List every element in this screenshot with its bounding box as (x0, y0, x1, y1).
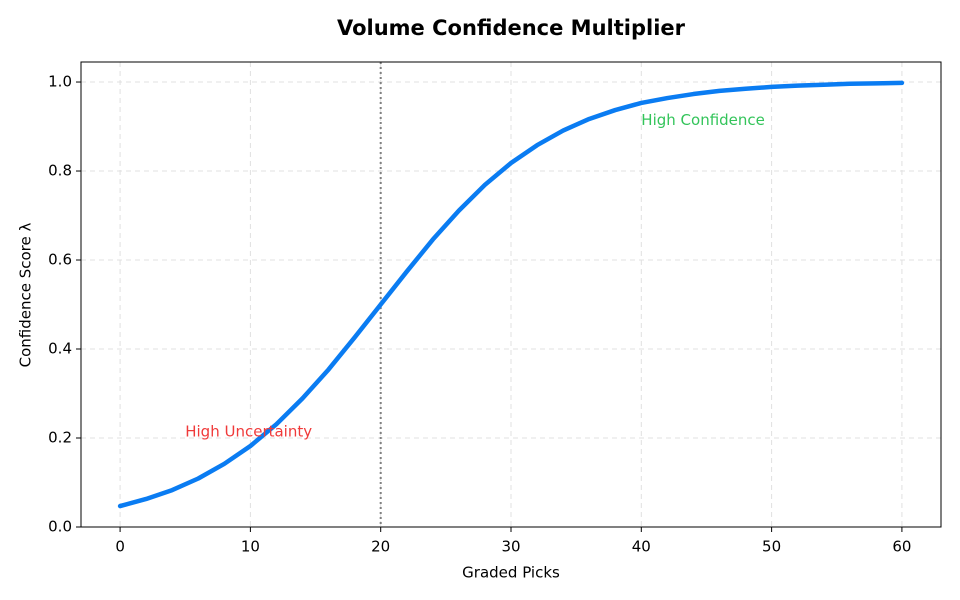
x-tick-label: 30 (501, 538, 520, 556)
x-axis-label: Graded Picks (462, 564, 560, 582)
x-tick-label: 20 (371, 538, 390, 556)
y-axis-label: Confidence Score λ (17, 222, 35, 367)
y-tick-label: 0.8 (48, 162, 72, 180)
annotation: High Confidence (641, 111, 765, 129)
y-tick-label: 0.0 (48, 518, 72, 536)
plot-frame (80, 61, 942, 528)
x-tick-label: 50 (762, 538, 781, 556)
chart-title: Volume Confidence Multiplier (337, 16, 686, 40)
annotation: High Uncertainty (185, 423, 312, 441)
y-tick-label: 0.6 (48, 251, 72, 269)
y-tick-label: 0.2 (48, 429, 72, 447)
y-tick-label: 0.4 (48, 340, 72, 358)
x-tick-label: 0 (115, 538, 125, 556)
x-tick-label: 10 (241, 538, 260, 556)
x-tick-label: 60 (892, 538, 911, 556)
y-tick-label: 1.0 (48, 73, 72, 91)
data-line (117, 80, 905, 509)
x-tick-label: 40 (632, 538, 651, 556)
